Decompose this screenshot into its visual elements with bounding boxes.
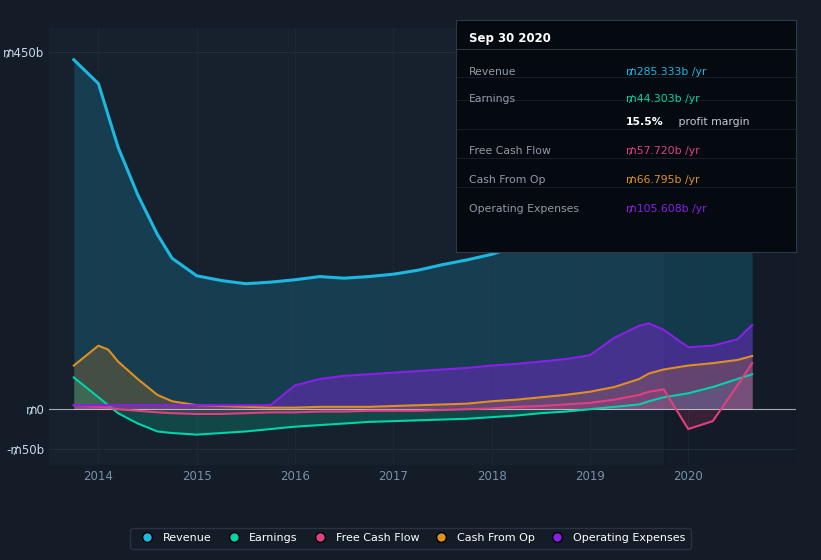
- Text: Operating Expenses: Operating Expenses: [470, 204, 580, 214]
- Text: Cash From Op: Cash From Op: [470, 175, 546, 185]
- Text: profit margin: profit margin: [676, 117, 750, 127]
- Text: ₥285.333b /yr: ₥285.333b /yr: [626, 67, 706, 77]
- Bar: [663, 28, 796, 465]
- Text: 15.5%: 15.5%: [626, 117, 663, 127]
- Text: Free Cash Flow: Free Cash Flow: [470, 146, 551, 156]
- Text: Sep 30 2020: Sep 30 2020: [470, 32, 551, 45]
- Text: ₥57.720b /yr: ₥57.720b /yr: [626, 146, 699, 156]
- Text: ₥66.795b /yr: ₥66.795b /yr: [626, 175, 699, 185]
- Text: Revenue: Revenue: [470, 67, 516, 77]
- Text: ₥44.303b /yr: ₥44.303b /yr: [626, 94, 699, 104]
- Legend: Revenue, Earnings, Free Cash Flow, Cash From Op, Operating Expenses: Revenue, Earnings, Free Cash Flow, Cash …: [131, 528, 690, 549]
- Text: ₥105.608b /yr: ₥105.608b /yr: [626, 204, 707, 214]
- Text: Earnings: Earnings: [470, 94, 516, 104]
